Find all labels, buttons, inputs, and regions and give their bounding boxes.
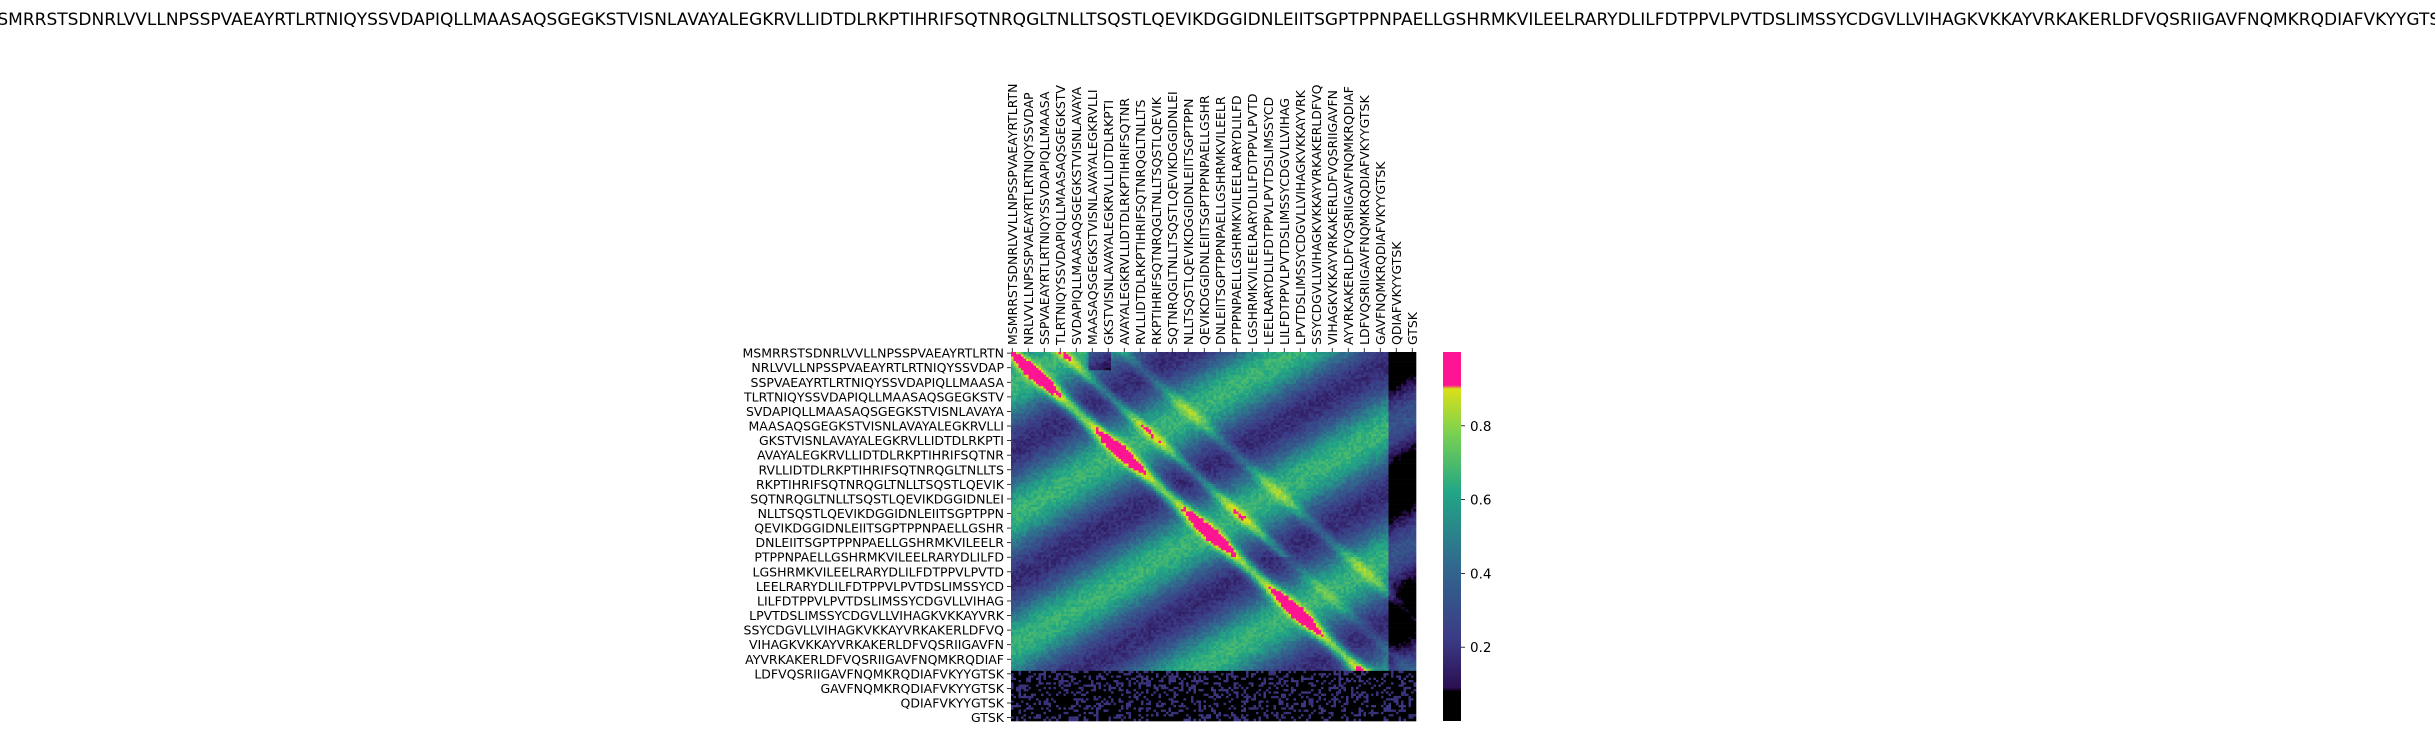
y-tick-label: GKSTVISNLAVAYALEGKRVLLIDTDLRKPTI: [759, 433, 1004, 448]
colorbar-tick-label: 0.4: [1470, 566, 1491, 582]
x-tick-label: MSMRRSTSDNRLVVLLNPSSPVAEAYRTLRTN: [1005, 83, 1020, 345]
y-tick-label: RVLLIDTDLRKPTIHRIFSQTNRQGLTNLLTS: [759, 462, 1005, 477]
x-tick-label: VIHAGKVKKAYVRKAKERLDFVQSRIIGAVFN: [1325, 90, 1340, 345]
y-tick-label: RKPTIHRIFSQTNRQGLTNLLTSQSTLQEVIK: [756, 477, 1005, 492]
y-axis-ticks: MSMRRSTSDNRLVVLLNPSSPVAEAYRTLRTNNRLVVLLN…: [742, 346, 1011, 725]
colorbar-tick-label: 0.6: [1470, 493, 1491, 509]
colorbar-gradient: [1443, 352, 1461, 721]
y-tick-label: LEELRARYDLILFDTPPVLPVTDSLIMSSYCD: [756, 579, 1004, 594]
y-tick-label: MSMRRSTSDNRLVVLLNPSSPVAEAYRTLRTN: [742, 346, 1004, 361]
y-tick-label: LPVTDSLIMSSYCDGVLLVIHAGKVKKAYVRK: [749, 608, 1005, 623]
y-tick-label: PTPPNPAELLGSHRMKVILEELRARYDLILFD: [754, 550, 1004, 565]
y-tick-label: VIHAGKVKKAYVRKAKERLDFVQSRIIGAVFN: [749, 637, 1004, 652]
x-tick-label: AYVRKAKERLDFVQSRIIGAVFNQMKRQDIAF: [1341, 86, 1356, 345]
colorbar: 0.2 0.4 0.6 0.8: [1443, 352, 1491, 721]
y-tick-label: GTSK: [971, 710, 1005, 725]
y-tick-label: LGSHRMKVILEELRARYDLILFDTPPVLPVTD: [753, 564, 1005, 579]
x-tick-label: DNLEIITSGPTPPNPAELLGSHRMKVILEELR: [1213, 96, 1228, 345]
y-tick-label: TLRTNIQYSSVDAPIQLLMAASAQSGEGKSTV: [743, 389, 1004, 404]
x-tick-label: GAVFNQMKRQDIAFVKYYGTSK: [1373, 161, 1388, 345]
y-tick-label: SSPVAEAYRTLRTNIQYSSVDAPIQLLMAASA: [751, 375, 1005, 390]
x-tick-label: MAASAQSGEGKSTVISNLAVAYALEGKRVLLI: [1085, 89, 1100, 345]
y-tick-label: SSYCDGVLLVIHAGKVKKAYVRKAKERLDFVQ: [744, 623, 1005, 638]
y-tick-label: DNLEIITSGPTPPNPAELLGSHRMKVILEELR: [755, 535, 1004, 550]
y-tick-label: QEVIKDGGIDNLEIITSGPTPPNPAELLGSHR: [754, 521, 1004, 536]
y-tick-label: LDFVQSRIIGAVFNQMKRQDIAFVKYYGTSK: [754, 666, 1004, 681]
x-tick-label: SQTNRQGLTNLLTSQSTLQEVIKDGGIDNLEI: [1165, 91, 1180, 345]
x-tick-label: NLLTSQSTLQEVIKDGGIDNLEIITSGPTPPN: [1181, 99, 1196, 345]
y-tick-label: SVDAPIQLLMAASAQSGEGKSTVISNLAVAYA: [746, 404, 1004, 419]
x-tick-label: GKSTVISNLAVAYALEGKRVLLIDTDLRKPTI: [1101, 100, 1116, 345]
colorbar-tick-label: 0.2: [1470, 640, 1491, 656]
x-tick-label: LPVTDSLIMSSYCDGVLLVIHAGKVKKAYVRK: [1293, 89, 1308, 345]
x-tick-label: QDIAFVKYYGTSK: [1389, 241, 1404, 345]
x-tick-label: GTSK: [1405, 311, 1420, 345]
x-tick-label: RVLLIDTDLRKPTIHRIFSQTNRQGLTNLLTS: [1133, 99, 1148, 345]
heatmap-grid: [1011, 352, 1417, 722]
x-tick-label: RKPTIHRIFSQTNRQGLTNLLTSQSTLQEVIK: [1149, 96, 1164, 345]
x-tick-label: QEVIKDGGIDNLEIITSGPTPPNPAELLGSHR: [1197, 95, 1212, 345]
chart-title: MSMRRSTSDNRLVVLLNPSSPVAEAYRTLRTNIQYSSVDA…: [0, 10, 2435, 30]
x-tick-label: SSPVAEAYRTLRTNIQYSSVDAPIQLLMAASA: [1037, 91, 1052, 345]
x-tick-label: NRLVVLLNPSSPVAEAYRTLRTNIQYSSVDAP: [1021, 92, 1036, 345]
x-tick-label: SSYCDGVLLVIHAGKVKKAYVRKAKERLDFVQ: [1309, 84, 1324, 345]
x-tick-label: SVDAPIQLLMAASAQSGEGKSTVISNLAVAYA: [1069, 87, 1084, 345]
x-tick-label: LEELRARYDLILFDTPPVLPVTDSLIMSSYCD: [1261, 97, 1276, 345]
x-tick-label: AVAYALEGKRVLLIDTDLRKPTIHRIFSQTNR: [1117, 98, 1132, 345]
x-tick-label: LILFDTPPVLPVTDSLIMSSYCDGVLLVIHAG: [1277, 98, 1292, 345]
y-tick-label: NRLVVLLNPSSPVAEAYRTLRTNIQYSSVDAP: [751, 360, 1004, 375]
x-tick-label: TLRTNIQYSSVDAPIQLLMAASAQSGEGKSTV: [1053, 85, 1068, 346]
x-tick-label: LDFVQSRIIGAVFNQMKRQDIAFVKYYGTSK: [1357, 95, 1372, 345]
y-tick-label: GAVFNQMKRQDIAFVKYYGTSK: [820, 681, 1004, 696]
x-axis-ticks: MSMRRSTSDNRLVVLLNPSSPVAEAYRTLRTN NRLVVLLN…: [1005, 83, 1420, 352]
colorbar-tick-label: 0.8: [1470, 419, 1491, 435]
y-tick-label: SQTNRQGLTNLLTSQSTLQEVIKDGGIDNLEI: [750, 491, 1004, 506]
y-tick-label: AYVRKAKERLDFVQSRIIGAVFNQMKRQDIAF: [745, 652, 1004, 667]
colorbar-ticks: 0.2 0.4 0.6 0.8: [1461, 419, 1491, 656]
x-tick-label: PTPPNPAELLGSHRMKVILEELRARYDLILFD: [1229, 95, 1244, 345]
y-tick-label: QDIAFVKYYGTSK: [901, 696, 1005, 711]
y-tick-label: MAASAQSGEGKSTVISNLAVAYALEGKRVLLI: [748, 419, 1004, 434]
x-tick-label: LGSHRMKVILEELRARYDLILFDTPPVLPVTD: [1245, 94, 1260, 346]
y-tick-label: LILFDTPPVLPVTDSLIMSSYCDGVLLVIHAG: [757, 594, 1004, 609]
y-tick-label: AVAYALEGKRVLLIDTDLRKPTIHRIFSQTNR: [757, 448, 1004, 463]
y-tick-label: NLLTSQSTLQEVIKDGGIDNLEIITSGPTPPN: [758, 506, 1004, 521]
